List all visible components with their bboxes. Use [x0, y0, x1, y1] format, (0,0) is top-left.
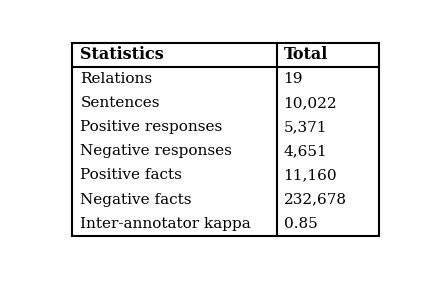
Text: 4,651: 4,651	[283, 144, 327, 158]
Text: 11,160: 11,160	[283, 168, 337, 182]
Text: Negative facts: Negative facts	[80, 192, 192, 207]
Text: Statistics: Statistics	[80, 46, 164, 63]
Text: 0.85: 0.85	[283, 217, 317, 231]
Text: 10,022: 10,022	[283, 96, 337, 110]
Text: Relations: Relations	[80, 72, 152, 86]
Text: Positive responses: Positive responses	[80, 120, 223, 134]
Text: Positive facts: Positive facts	[80, 168, 182, 182]
Text: Negative responses: Negative responses	[80, 144, 232, 158]
Text: 5,371: 5,371	[283, 120, 327, 134]
Text: Sentences: Sentences	[80, 96, 160, 110]
Text: 232,678: 232,678	[283, 192, 347, 207]
Text: Total: Total	[283, 46, 328, 63]
Text: 19: 19	[283, 72, 303, 86]
Text: Inter-annotator kappa: Inter-annotator kappa	[80, 217, 251, 231]
